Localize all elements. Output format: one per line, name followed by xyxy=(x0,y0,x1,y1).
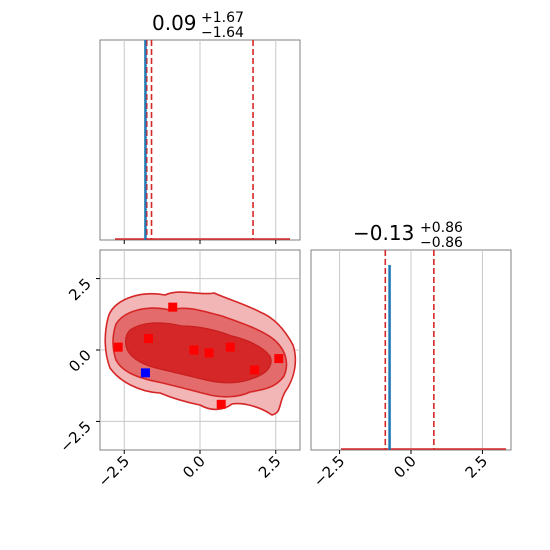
panel1-title-minus: −1.64 xyxy=(201,25,244,41)
panel2-title: −0.13 +0.86 −0.86 xyxy=(353,220,463,251)
panel2-title-plus: +0.86 xyxy=(420,220,463,236)
joint-ytick-label: 2.5 xyxy=(65,275,95,305)
joint-red-point xyxy=(168,302,178,312)
joint-red-point xyxy=(204,348,214,358)
panel2-xtick-label: −2.5 xyxy=(310,452,348,490)
joint-red-point xyxy=(216,399,226,409)
joint-xtick-label: 0.0 xyxy=(179,452,209,482)
joint-red-point xyxy=(113,342,123,352)
joint-blue-point xyxy=(140,368,150,378)
marginal-panel-2 xyxy=(310,249,512,454)
joint-marks xyxy=(96,278,284,454)
joint-panel xyxy=(96,249,301,454)
panel1-marks xyxy=(115,40,290,244)
joint-xtick-label: 2.5 xyxy=(255,452,285,482)
joint-red-point xyxy=(189,345,199,355)
panel1-title: 0.09 +1.67 −1.64 xyxy=(152,10,244,41)
joint-ytick-label: −2.5 xyxy=(56,418,94,456)
joint-red-point xyxy=(225,342,235,352)
joint-red-point xyxy=(250,365,260,375)
joint-ytick-label: 0.0 xyxy=(65,346,95,376)
joint-xtick-label: −2.5 xyxy=(95,452,133,490)
panel2-xtick-label: 0.0 xyxy=(390,452,420,482)
panel1-title-median: 0.09 xyxy=(152,11,197,35)
panel1-title-plus: +1.67 xyxy=(201,10,244,26)
joint-red-point xyxy=(274,354,284,364)
panel2-title-median: −0.13 xyxy=(353,221,414,245)
panel2-xtick-label: 2.5 xyxy=(462,452,492,482)
panel1-grid xyxy=(123,40,277,240)
marginal-panel-1 xyxy=(99,39,301,244)
panel2-grid xyxy=(339,250,483,450)
joint-red-point xyxy=(143,334,153,344)
panel2-title-minus: −0.86 xyxy=(420,235,463,251)
panel2-marks xyxy=(339,250,506,454)
